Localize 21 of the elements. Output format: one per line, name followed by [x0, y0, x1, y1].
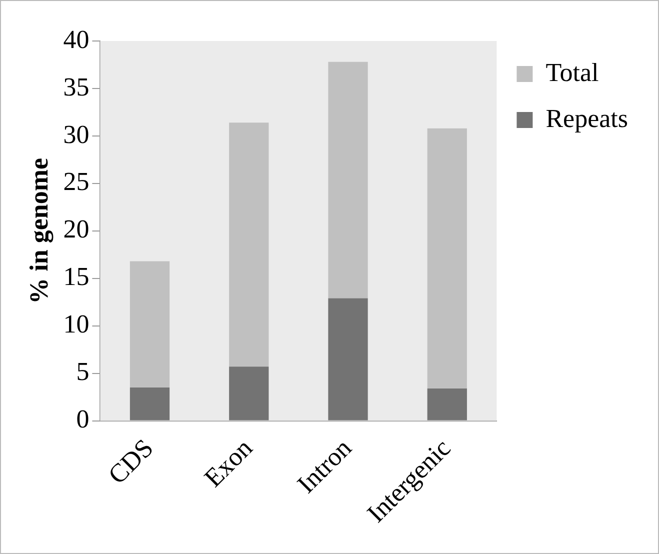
- legend-label: Total: [546, 58, 599, 87]
- bar: [427, 388, 467, 420]
- y-tick-label: 20: [63, 214, 90, 244]
- y-axis-title: % in genome: [24, 158, 54, 304]
- bar: [130, 388, 170, 420]
- bar: [328, 298, 368, 420]
- bar: [328, 62, 368, 298]
- bar: [130, 261, 170, 388]
- y-tick-label: 10: [63, 310, 90, 339]
- y-tick-label: 40: [63, 24, 90, 54]
- legend-label: Repeats: [546, 104, 628, 133]
- y-tick-label: 15: [63, 262, 90, 292]
- y-tick-label: 0: [76, 404, 90, 434]
- bar: [229, 122, 269, 367]
- y-tick-label: 35: [63, 72, 90, 102]
- bar: [427, 128, 467, 388]
- y-tick-label: 25: [63, 167, 90, 196]
- y-tick-label: 5: [76, 357, 90, 386]
- bar: [229, 366, 269, 420]
- x-tick-label: CDS: [102, 433, 159, 490]
- y-tick-label: 30: [63, 120, 90, 149]
